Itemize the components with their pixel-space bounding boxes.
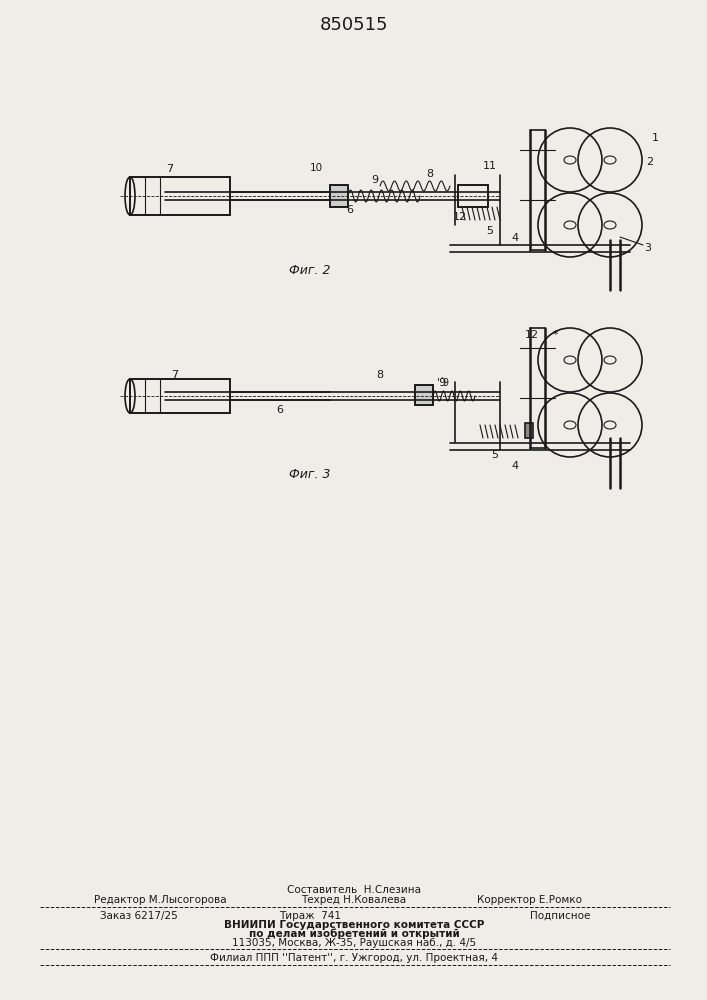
Text: 5: 5 [486, 226, 493, 236]
Text: Подписное: Подписное [530, 911, 590, 921]
Bar [130, 177, 230, 215]
Text: Фиг. 3: Фиг. 3 [289, 468, 331, 482]
Text: Фиг. 2: Фиг. 2 [289, 263, 331, 276]
Text: 11: 11 [483, 161, 497, 171]
Text: 9: 9 [371, 175, 378, 185]
Text: Составитель  Н.Слезина: Составитель Н.Слезина [287, 885, 421, 895]
Text: 8: 8 [376, 370, 384, 380]
Text: по делам изобретений и открытий: по делам изобретений и открытий [249, 929, 460, 939]
Text: 850515: 850515 [320, 16, 388, 34]
Text: 12: 12 [525, 330, 539, 340]
Bar [458, 185, 488, 207]
Text: 6: 6 [346, 205, 354, 215]
Text: 3: 3 [645, 243, 651, 253]
Bar [458, 185, 488, 207]
Text: *: * [552, 330, 558, 340]
Text: 6: 6 [276, 405, 284, 415]
Text: Редактор М.Лысогорова: Редактор М.Лысогорова [94, 895, 226, 905]
Text: 2: 2 [646, 157, 653, 167]
Text: 4: 4 [511, 233, 518, 243]
Text: 12: 12 [453, 212, 467, 222]
Text: '9: '9 [437, 378, 447, 388]
Bar [415, 385, 433, 405]
Text: 113035, Москва, Ж-35, Раушская наб., д. 4/5: 113035, Москва, Ж-35, Раушская наб., д. … [232, 938, 476, 948]
Text: 7: 7 [171, 370, 179, 380]
Text: 4: 4 [511, 461, 518, 471]
Text: Тираж  741: Тираж 741 [279, 911, 341, 921]
Text: Техред Н.Ковалева: Техред Н.Ковалева [301, 895, 407, 905]
Text: 7: 7 [166, 164, 173, 174]
Bar [330, 185, 348, 207]
Bar [130, 379, 230, 413]
Text: Корректор Е.Ромко: Корректор Е.Ромко [477, 895, 583, 905]
Bar [130, 177, 230, 215]
Text: Филиал ППП ''Патент'', г. Ужгород, ул. Проектная, 4: Филиал ППП ''Патент'', г. Ужгород, ул. П… [210, 953, 498, 963]
Text: ´9: ´9 [438, 378, 450, 388]
Text: 10: 10 [310, 163, 322, 173]
Text: 1: 1 [651, 133, 658, 143]
Text: ВНИИПИ Государственного комитета СССР: ВНИИПИ Государственного комитета СССР [224, 920, 484, 930]
Bar [525, 423, 533, 438]
Text: 8: 8 [426, 169, 433, 179]
Text: 5: 5 [491, 450, 498, 460]
Text: Заказ 6217/25: Заказ 6217/25 [100, 911, 177, 921]
Bar [415, 385, 433, 405]
Bar [130, 379, 230, 413]
Bar [330, 185, 348, 207]
